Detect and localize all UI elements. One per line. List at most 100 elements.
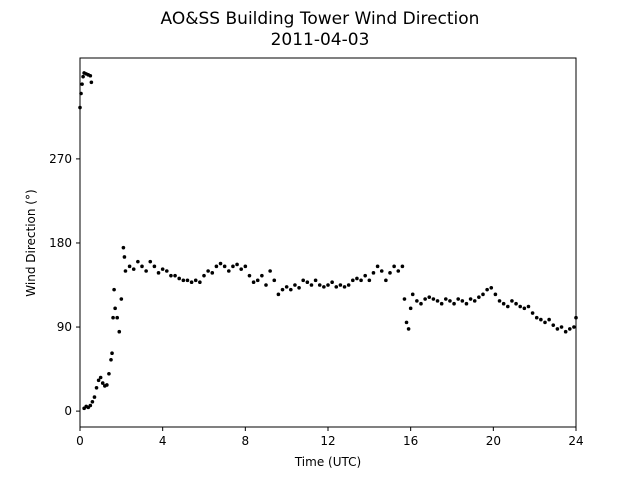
data-point (185, 278, 190, 283)
x-tick-label: 24 (568, 434, 583, 448)
data-point (198, 280, 202, 285)
data-point (423, 297, 427, 301)
data-point (100, 381, 105, 385)
data-point (121, 245, 126, 250)
data-point (144, 269, 148, 273)
data-point (346, 283, 351, 287)
y-tick-label: 180 (49, 236, 72, 250)
chart-subtitle: 2011-04-03 (271, 30, 370, 50)
data-point (96, 378, 101, 383)
data-point (514, 301, 518, 306)
data-point (156, 271, 161, 275)
data-point (148, 259, 153, 264)
data-point (510, 299, 514, 303)
data-point (260, 273, 264, 278)
data-point (530, 311, 535, 315)
data-point (272, 278, 277, 283)
data-point (384, 278, 388, 283)
data-point (313, 278, 318, 283)
data-point (123, 269, 128, 273)
data-point (177, 276, 181, 281)
x-tick-label: 4 (159, 434, 167, 448)
data-point (572, 325, 576, 329)
y-tick-label: 270 (49, 152, 72, 166)
data-point (297, 286, 301, 290)
data-point (501, 301, 506, 306)
data-point (206, 269, 210, 273)
data-point (363, 273, 368, 278)
data-point (239, 267, 243, 271)
chart-title: AO&SS Building Tower Wind Direction (161, 9, 480, 29)
data-point (264, 283, 268, 287)
data-point (317, 283, 322, 287)
data-point (189, 280, 194, 285)
data-point (326, 283, 330, 287)
data-point (81, 74, 85, 79)
data-point (181, 278, 186, 283)
data-point (375, 264, 380, 269)
data-point (539, 317, 543, 322)
data-point (330, 280, 334, 285)
data-point (452, 301, 456, 306)
data-point (431, 297, 436, 301)
data-point (92, 395, 97, 399)
data-point (127, 264, 132, 269)
data-point (111, 315, 115, 320)
data-point (160, 267, 165, 271)
data-point (526, 304, 531, 309)
x-axis-label: Time (UTC) (294, 455, 361, 469)
data-point (427, 295, 432, 299)
data-point (79, 91, 83, 96)
data-point (268, 269, 272, 273)
data-point (115, 315, 119, 320)
data-point (493, 292, 498, 297)
data-point (568, 327, 572, 331)
data-point (338, 283, 343, 287)
data-point (105, 383, 109, 387)
data-point (506, 304, 510, 309)
data-point (113, 306, 117, 311)
data-point (112, 287, 116, 292)
data-point (98, 375, 103, 380)
data-point (293, 283, 297, 287)
data-point (522, 306, 527, 311)
data-point (289, 287, 293, 292)
data-point (388, 271, 392, 275)
data-point (251, 280, 256, 285)
x-tick-label: 16 (403, 434, 418, 448)
y-tick-label: 90 (57, 320, 72, 334)
data-point (301, 278, 306, 283)
data-point (255, 278, 260, 283)
data-point (89, 80, 94, 85)
data-point (456, 297, 461, 301)
data-point (342, 285, 347, 289)
data-point (202, 273, 206, 278)
data-point (122, 255, 127, 259)
data-point (165, 269, 169, 273)
x-tick-label: 20 (486, 434, 501, 448)
data-point (173, 273, 177, 278)
data-point (88, 73, 93, 78)
data-point (231, 264, 235, 269)
data-point (235, 262, 239, 267)
data-point (419, 301, 423, 306)
data-point (169, 273, 173, 278)
data-point (574, 315, 578, 320)
data-point (379, 269, 384, 273)
data-point (243, 264, 248, 269)
data-point (551, 323, 556, 327)
data-point (400, 264, 405, 269)
data-point (193, 278, 198, 283)
data-point (136, 259, 140, 264)
data-point (309, 283, 314, 287)
data-point (404, 320, 409, 325)
data-point (359, 278, 363, 283)
x-tick-label: 12 (320, 434, 335, 448)
data-point (559, 325, 564, 329)
data-point (371, 271, 376, 275)
data-point (468, 297, 473, 301)
data-point (90, 399, 95, 404)
data-point (547, 317, 551, 322)
data-point (396, 269, 401, 273)
